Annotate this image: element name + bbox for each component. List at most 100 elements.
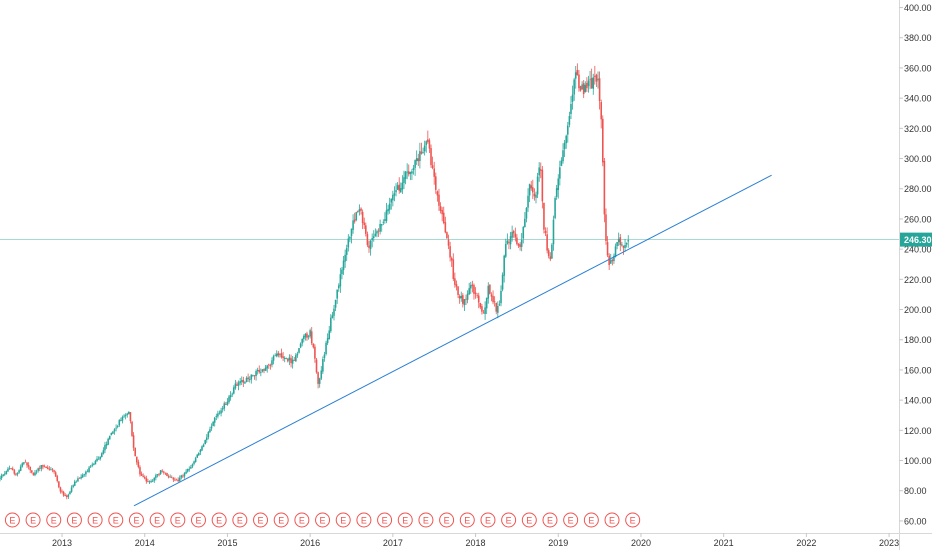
price-axis-label: 100.00 — [904, 456, 932, 466]
candle-body — [441, 210, 443, 215]
candle-body — [48, 468, 51, 470]
candle-body — [277, 352, 280, 356]
candle-body — [388, 203, 391, 210]
earnings-marker-label: E — [113, 516, 119, 526]
earnings-marker[interactable] — [480, 512, 496, 528]
earnings-marker-label: E — [154, 516, 160, 526]
candle-body — [309, 330, 311, 337]
earnings-marker[interactable] — [273, 512, 289, 528]
candle-body — [40, 465, 43, 469]
candle-body — [606, 242, 609, 256]
candle-body — [143, 477, 146, 479]
earnings-marker[interactable] — [108, 512, 124, 528]
earnings-marker[interactable] — [190, 512, 206, 528]
earnings-marker[interactable] — [46, 512, 62, 528]
candle-body — [167, 476, 170, 478]
candle-body — [603, 160, 606, 215]
earnings-marker[interactable] — [521, 512, 537, 528]
earnings-marker[interactable] — [418, 512, 434, 528]
candle-body — [562, 150, 564, 162]
candle-body — [325, 342, 327, 355]
candle-body — [19, 466, 22, 471]
earnings-marker[interactable] — [315, 512, 331, 528]
time-axis-label: 2015 — [217, 538, 237, 548]
candle-body — [403, 177, 405, 183]
candle-body — [269, 365, 272, 366]
earnings-marker[interactable] — [232, 512, 248, 528]
time-axis[interactable]: 2013 2014 2015 2016 2017 2018 2019 2020 2021 2022… — [52, 533, 899, 548]
earnings-marker[interactable] — [583, 512, 599, 528]
earnings-marker[interactable] — [501, 512, 517, 528]
earnings-marker[interactable] — [294, 512, 310, 528]
candle-body — [355, 212, 358, 221]
candle-body — [78, 478, 81, 479]
candle-body — [123, 415, 125, 417]
candle-body — [129, 412, 132, 422]
candle-body — [509, 236, 512, 245]
trendline[interactable] — [133, 174, 772, 507]
candle-body — [13, 470, 16, 474]
earnings-marker[interactable] — [397, 512, 413, 528]
candle-body — [460, 295, 463, 299]
candle-body — [132, 435, 135, 448]
candle-body — [617, 238, 620, 243]
candle-body — [317, 372, 319, 384]
current-price-label-group: 246.30 — [900, 232, 932, 247]
earnings-marker[interactable] — [87, 512, 103, 528]
earnings-marker[interactable] — [439, 512, 455, 528]
candle-body — [164, 472, 167, 474]
earnings-marker[interactable] — [25, 512, 41, 528]
earnings-marker-label: E — [423, 516, 429, 526]
candle-body — [554, 198, 556, 219]
candle-body — [280, 353, 283, 358]
candle-body — [595, 74, 598, 82]
candle-body — [5, 471, 8, 475]
candle-body — [288, 357, 291, 361]
candle-body — [116, 426, 119, 428]
candle-body — [345, 248, 348, 256]
earnings-marker[interactable] — [625, 512, 641, 528]
candle-body — [374, 233, 377, 237]
candle-body — [489, 284, 491, 294]
candle-body — [185, 471, 187, 474]
earnings-marker[interactable] — [335, 512, 351, 528]
candle-body — [253, 375, 256, 377]
price-axis[interactable]: 60.00 80.00 100.00 120.00 140.00 160.00 180.00… — [899, 3, 932, 526]
trendline-group[interactable] — [133, 174, 772, 507]
candle-body — [528, 184, 531, 196]
candle-body — [217, 413, 219, 417]
candle-body — [2, 474, 4, 477]
earnings-marker[interactable] — [128, 512, 144, 528]
candle-body — [191, 464, 194, 467]
candle-body — [578, 74, 580, 89]
earnings-marker[interactable] — [377, 512, 393, 528]
candle-body — [202, 444, 205, 447]
candle-body — [506, 240, 509, 244]
earnings-marker[interactable] — [542, 512, 558, 528]
earnings-marker[interactable] — [604, 512, 620, 528]
earnings-marker[interactable] — [459, 512, 475, 528]
earnings-marker[interactable] — [356, 512, 372, 528]
earnings-marker-label: E — [526, 516, 532, 526]
candle-body — [396, 185, 399, 190]
earnings-marker[interactable] — [66, 512, 82, 528]
earnings-marker[interactable] — [4, 512, 20, 528]
candle-body — [180, 475, 183, 478]
earnings-marker[interactable] — [149, 512, 165, 528]
earnings-marker-label: E — [464, 516, 470, 526]
candle-body — [15, 473, 17, 475]
candle-body — [151, 480, 154, 482]
candle-body — [479, 303, 482, 308]
time-axis-label: 2021 — [714, 538, 734, 548]
earnings-marker[interactable] — [253, 512, 269, 528]
candle-body — [333, 308, 335, 316]
candle-body — [449, 246, 451, 258]
earnings-marker[interactable] — [170, 512, 186, 528]
candle-body — [474, 292, 477, 295]
earnings-marker[interactable] — [563, 512, 579, 528]
earnings-marker[interactable] — [211, 512, 227, 528]
time-axis-label: 2016 — [300, 538, 320, 548]
candle-body — [72, 485, 74, 487]
candle-body — [51, 469, 54, 471]
